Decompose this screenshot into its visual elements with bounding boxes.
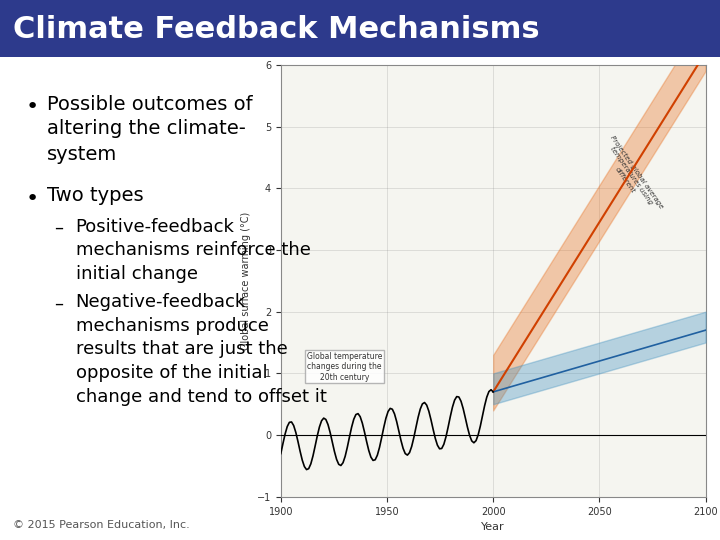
Text: •: • bbox=[25, 189, 38, 209]
Text: Negative-feedback
mechanisms produce
results that are just the
opposite of the i: Negative-feedback mechanisms produce res… bbox=[76, 293, 326, 406]
Text: Two types: Two types bbox=[47, 186, 143, 205]
Text: Possible outcomes of
altering the climate-
system: Possible outcomes of altering the climat… bbox=[47, 94, 253, 164]
Y-axis label: Global surface warming (°C): Global surface warming (°C) bbox=[241, 212, 251, 350]
Text: © 2015 Pearson Education, Inc.: © 2015 Pearson Education, Inc. bbox=[13, 520, 189, 530]
Text: –: – bbox=[54, 219, 63, 237]
Text: –: – bbox=[54, 294, 63, 312]
X-axis label: Year: Year bbox=[482, 522, 505, 532]
Text: •: • bbox=[25, 97, 38, 117]
Text: Projected global average
temperatures using
different: Projected global average temperatures us… bbox=[598, 134, 665, 218]
Text: Climate Feedback Mechanisms: Climate Feedback Mechanisms bbox=[13, 15, 539, 44]
Text: Global temperature
changes during the
20th century: Global temperature changes during the 20… bbox=[307, 352, 382, 382]
Text: Positive-feedback
mechanisms reinforce the
initial change: Positive-feedback mechanisms reinforce t… bbox=[76, 218, 310, 283]
